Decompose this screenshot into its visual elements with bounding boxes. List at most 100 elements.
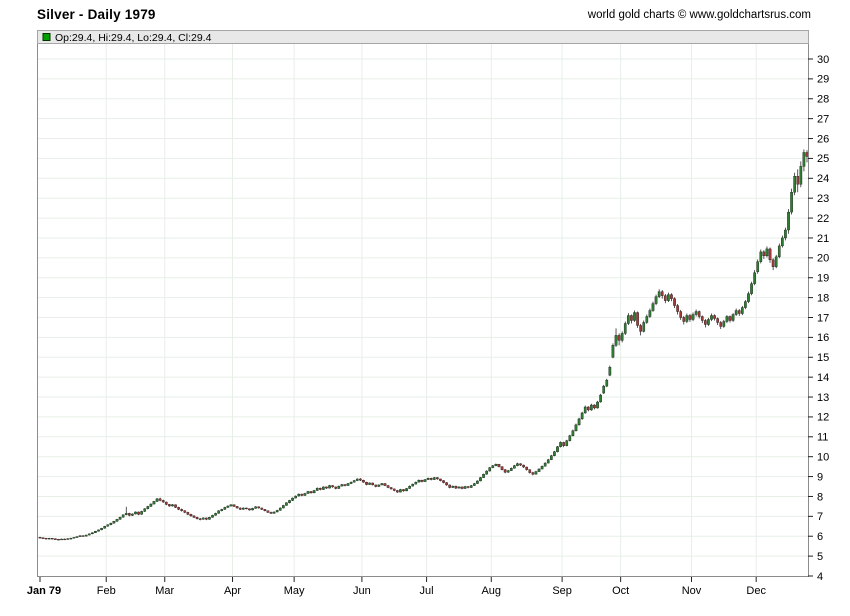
candle-body bbox=[325, 486, 328, 489]
candle-body bbox=[574, 424, 578, 432]
candle-body bbox=[66, 538, 70, 540]
y-axis-label: 6 bbox=[817, 531, 823, 543]
candle-body bbox=[288, 500, 291, 503]
candle-body bbox=[777, 245, 781, 258]
y-axis-label: 23 bbox=[817, 193, 829, 205]
candle-body bbox=[620, 333, 624, 341]
candle-body bbox=[306, 491, 310, 494]
candle-body bbox=[201, 517, 205, 520]
x-axis-label: Mar bbox=[155, 585, 174, 597]
candle-body bbox=[395, 490, 399, 493]
candle-body bbox=[208, 517, 211, 520]
y-axis-label: 25 bbox=[817, 153, 829, 165]
candle-body bbox=[426, 477, 430, 480]
candle-body bbox=[392, 488, 396, 491]
candle-body bbox=[103, 526, 107, 529]
candle-body bbox=[124, 513, 128, 515]
candle-body bbox=[593, 404, 596, 409]
candle-body bbox=[744, 301, 747, 308]
candle-body bbox=[648, 310, 652, 317]
candle-body bbox=[586, 406, 590, 411]
candle-body bbox=[269, 512, 273, 514]
candle-body bbox=[534, 471, 538, 475]
candle-body bbox=[562, 442, 565, 446]
candle-body bbox=[214, 513, 217, 516]
candle-body bbox=[685, 315, 689, 322]
candle-body bbox=[710, 315, 713, 320]
candle-body bbox=[759, 251, 763, 262]
x-axis-label: Nov bbox=[682, 585, 702, 597]
candle-body bbox=[537, 468, 541, 472]
y-axis-label: 8 bbox=[817, 491, 823, 503]
candle-body bbox=[682, 317, 686, 322]
candle-body bbox=[257, 506, 261, 509]
candle-body bbox=[362, 479, 365, 483]
candle-body bbox=[691, 314, 695, 320]
candle-body bbox=[405, 488, 408, 492]
candle-body bbox=[451, 485, 455, 488]
y-axis-label: 19 bbox=[817, 273, 829, 285]
candle-body bbox=[540, 466, 544, 470]
candle-body bbox=[654, 296, 658, 304]
y-axis-label: 30 bbox=[817, 54, 829, 66]
candle-body bbox=[260, 507, 264, 510]
candle-body bbox=[599, 394, 602, 403]
candle-body bbox=[50, 538, 54, 540]
candle-body bbox=[368, 482, 371, 485]
candle-body bbox=[488, 467, 492, 472]
candle-body bbox=[380, 483, 384, 486]
candle-body bbox=[241, 507, 245, 510]
candle-body bbox=[454, 485, 458, 489]
candle-body bbox=[158, 498, 162, 501]
candle-body bbox=[790, 192, 793, 213]
candle-body bbox=[550, 455, 553, 460]
chart-credit: world gold charts © www.goldchartsrus.co… bbox=[587, 9, 811, 21]
candle-body bbox=[161, 500, 165, 503]
candle-body bbox=[503, 469, 507, 473]
candle-body bbox=[128, 513, 131, 516]
x-axis-label: Jan 79 bbox=[27, 585, 61, 597]
candle-body bbox=[371, 482, 374, 486]
candle-body bbox=[294, 495, 297, 499]
candle-body bbox=[793, 176, 797, 193]
candle-body bbox=[617, 335, 621, 341]
candle-body bbox=[796, 176, 800, 185]
candle-body bbox=[137, 511, 140, 515]
x-axis-label: May bbox=[284, 585, 305, 597]
candle-body bbox=[565, 440, 569, 446]
candle-body bbox=[143, 508, 147, 512]
candle-body bbox=[106, 524, 110, 527]
candle-body bbox=[297, 493, 301, 497]
candle-body bbox=[164, 501, 168, 505]
candle-body bbox=[217, 510, 220, 514]
candle-body bbox=[81, 535, 85, 537]
y-axis-label: 14 bbox=[817, 372, 829, 384]
candle-body bbox=[245, 507, 248, 510]
candle-body bbox=[756, 261, 760, 272]
candle-body bbox=[497, 464, 501, 467]
candle-body bbox=[171, 504, 174, 507]
candle-body bbox=[109, 522, 113, 525]
candle-body bbox=[740, 307, 744, 314]
candle-body bbox=[134, 511, 137, 515]
candle-body bbox=[97, 529, 100, 532]
candle-body bbox=[657, 291, 661, 297]
x-axis-label: Apr bbox=[224, 585, 241, 597]
candle-body bbox=[275, 510, 279, 513]
candle-body bbox=[460, 486, 464, 489]
candle-body bbox=[543, 462, 547, 467]
candle-body bbox=[389, 487, 393, 490]
chart-title: Silver - Daily 1979 bbox=[37, 7, 156, 22]
candle-body bbox=[226, 505, 230, 508]
candle-body bbox=[229, 504, 233, 507]
candle-body bbox=[278, 507, 282, 511]
candle-body bbox=[436, 477, 439, 480]
candle-body bbox=[91, 532, 94, 535]
candle-body bbox=[784, 229, 787, 239]
candle-body bbox=[423, 479, 427, 482]
candle-body bbox=[506, 470, 510, 473]
candle-body bbox=[636, 312, 639, 326]
candle-body bbox=[399, 489, 402, 493]
y-axis-label: 9 bbox=[817, 471, 823, 483]
y-axis-label: 7 bbox=[817, 511, 823, 523]
